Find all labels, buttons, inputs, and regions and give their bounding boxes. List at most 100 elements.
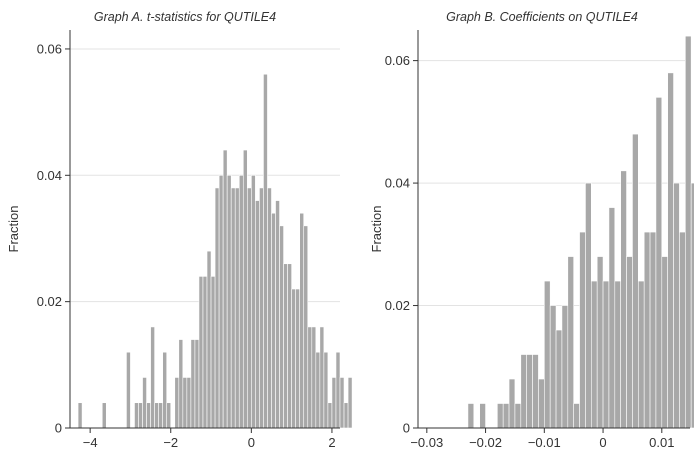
histogram-bar (532, 354, 539, 429)
histogram-bar (497, 403, 504, 429)
y-tick-label: 0.04 (385, 176, 410, 191)
x-tick-label: −4 (83, 435, 98, 450)
y-tick-label: 0.02 (385, 298, 410, 313)
histogram-bar (77, 402, 83, 429)
histogram-bar (259, 187, 264, 429)
histogram-bar (275, 200, 280, 429)
histogram-bar (283, 263, 288, 429)
y-axis-label: Fraction (6, 206, 21, 253)
histogram-bar (230, 187, 236, 429)
histogram-bar (667, 72, 674, 429)
histogram-bar (690, 182, 694, 429)
chart-title: Graph A. t-statistics for QUTILE4 (94, 10, 276, 24)
histogram-bar (146, 402, 151, 429)
x-tick-label: 2 (328, 435, 335, 450)
histogram-bar (186, 377, 192, 429)
histogram-bar (255, 200, 260, 429)
histogram-bar (126, 351, 131, 429)
histogram-bar (602, 280, 610, 429)
histogram-bar (162, 351, 168, 429)
histogram-bar (591, 280, 598, 429)
histogram-bar (222, 149, 228, 429)
histogram-bar (347, 377, 353, 429)
histogram-bar (679, 231, 686, 429)
histogram-bar (632, 133, 639, 429)
histogram-bar (626, 256, 633, 429)
histogram-bar (190, 339, 196, 429)
histogram-bar (307, 326, 313, 429)
histogram-bar (295, 288, 301, 429)
y-tick-label: 0.06 (385, 53, 410, 68)
histogram-bar (154, 402, 159, 429)
histogram-bar (174, 377, 180, 429)
y-tick-label: 0.06 (37, 41, 62, 56)
histogram-bar (319, 326, 325, 429)
histogram-bar (655, 97, 663, 429)
histogram-bar (649, 231, 657, 429)
histogram-bar (520, 354, 527, 429)
histogram-bar (331, 377, 337, 429)
histogram-bar (299, 212, 305, 429)
x-tick-label: −0.01 (528, 435, 561, 450)
histogram-bar (271, 212, 276, 429)
x-tick-label: −2 (163, 435, 178, 450)
histogram-bar (178, 339, 184, 429)
histogram-bar (579, 231, 586, 429)
histogram-bar (267, 187, 272, 429)
histogram-bar (673, 182, 680, 429)
histogram-bar (508, 378, 516, 429)
panel-a: 0 0.02 0.04 0.06 −4 −2 0 2 Graph A. t-statistics… (6, 10, 353, 450)
y-tick-label: 0.02 (37, 294, 62, 309)
histogram-bar (158, 402, 163, 429)
histogram-bar (467, 403, 475, 429)
chart-title: Graph B. Coefficients on QUTILE4 (446, 10, 638, 24)
x-tick-label: −0.03 (410, 435, 443, 450)
histogram-bar (242, 149, 248, 429)
histogram-bar (101, 402, 107, 429)
x-tick-label: −0.02 (469, 435, 502, 450)
histogram-bar (327, 402, 333, 429)
histogram-bar (608, 207, 616, 429)
histogram-bar (311, 326, 317, 429)
y-tick-label: 0 (403, 421, 410, 436)
y-tick-label: 0 (55, 421, 62, 436)
histogram-bar (234, 187, 240, 429)
histogram-bar (614, 280, 621, 429)
histogram-bar (544, 280, 551, 429)
histogram-bar (514, 403, 522, 429)
histogram-bar (214, 187, 220, 429)
histogram-bar (194, 339, 200, 429)
histogram-bar (561, 305, 569, 429)
histogram-bar (526, 354, 533, 429)
histogram-bar (150, 326, 155, 429)
histogram-bar (303, 225, 309, 429)
histogram-bar (620, 170, 627, 429)
histogram-bar (291, 288, 296, 429)
histogram-bar (638, 280, 645, 429)
histogram-bar (134, 402, 139, 429)
histogram-bar (685, 35, 692, 429)
histogram-bar (247, 187, 252, 429)
histogram-bar (343, 402, 349, 429)
x-tick-label: 0 (599, 435, 606, 450)
histogram-bar (538, 378, 545, 429)
histogram-bar (573, 403, 580, 429)
histogram-bar (182, 377, 188, 429)
y-tick-label: 0.04 (37, 168, 62, 183)
histogram-bar (661, 256, 668, 429)
x-tick-label: 0 (248, 435, 255, 450)
histogram-bar (218, 175, 224, 429)
histogram-bar (202, 276, 208, 429)
histogram-bar (166, 402, 172, 429)
histogram-bar (238, 175, 244, 429)
histogram-bar (596, 256, 604, 429)
histogram-bar (643, 231, 651, 429)
histogram-bar (335, 351, 341, 429)
histogram-bar (339, 377, 345, 429)
histogram-bar (142, 377, 147, 429)
histogram-bar (567, 256, 574, 429)
panel-b: 0 0.02 0.04 0.06 −0.03 −0.02 −0.01 0 0.01 Graph B… (369, 10, 694, 450)
histogram-bar (251, 175, 256, 429)
histogram-bar (585, 182, 592, 429)
histogram-bar (279, 225, 284, 429)
